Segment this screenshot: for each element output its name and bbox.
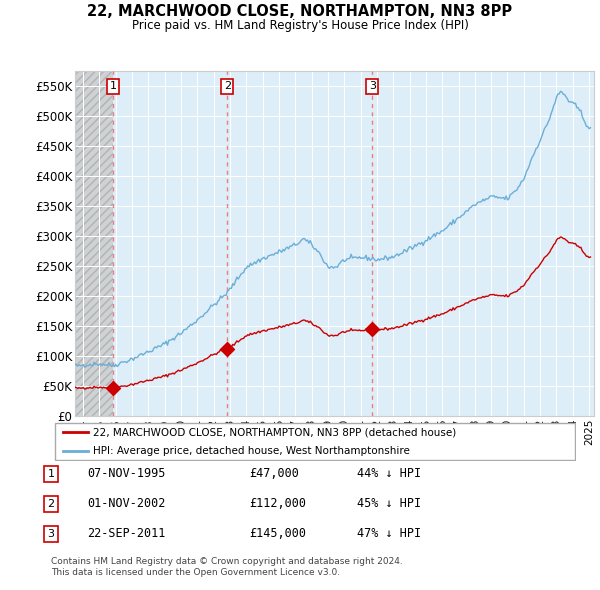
Point xyxy=(223,344,232,353)
Text: 22-SEP-2011: 22-SEP-2011 xyxy=(87,527,166,540)
Text: 01-NOV-2002: 01-NOV-2002 xyxy=(87,497,166,510)
Text: HPI: Average price, detached house, West Northamptonshire: HPI: Average price, detached house, West… xyxy=(93,445,410,455)
Text: 44% ↓ HPI: 44% ↓ HPI xyxy=(357,467,421,480)
Text: 22, MARCHWOOD CLOSE, NORTHAMPTON, NN3 8PP (detached house): 22, MARCHWOOD CLOSE, NORTHAMPTON, NN3 8P… xyxy=(93,427,457,437)
Text: 45% ↓ HPI: 45% ↓ HPI xyxy=(357,497,421,510)
FancyBboxPatch shape xyxy=(55,423,575,460)
Text: 3: 3 xyxy=(47,529,55,539)
Text: This data is licensed under the Open Government Licence v3.0.: This data is licensed under the Open Gov… xyxy=(51,568,340,577)
Point xyxy=(109,383,118,392)
Text: 47% ↓ HPI: 47% ↓ HPI xyxy=(357,527,421,540)
Point xyxy=(368,324,377,333)
Text: 2: 2 xyxy=(224,81,231,91)
Text: 07-NOV-1995: 07-NOV-1995 xyxy=(87,467,166,480)
Text: 22, MARCHWOOD CLOSE, NORTHAMPTON, NN3 8PP: 22, MARCHWOOD CLOSE, NORTHAMPTON, NN3 8P… xyxy=(88,4,512,19)
Text: £112,000: £112,000 xyxy=(249,497,306,510)
Text: Price paid vs. HM Land Registry's House Price Index (HPI): Price paid vs. HM Land Registry's House … xyxy=(131,19,469,32)
Bar xyxy=(75,71,113,416)
Text: 3: 3 xyxy=(369,81,376,91)
Text: £145,000: £145,000 xyxy=(249,527,306,540)
Text: 1: 1 xyxy=(47,469,55,478)
Text: £47,000: £47,000 xyxy=(249,467,299,480)
Text: Contains HM Land Registry data © Crown copyright and database right 2024.: Contains HM Land Registry data © Crown c… xyxy=(51,558,403,566)
Text: 2: 2 xyxy=(47,499,55,509)
Text: 1: 1 xyxy=(110,81,117,91)
